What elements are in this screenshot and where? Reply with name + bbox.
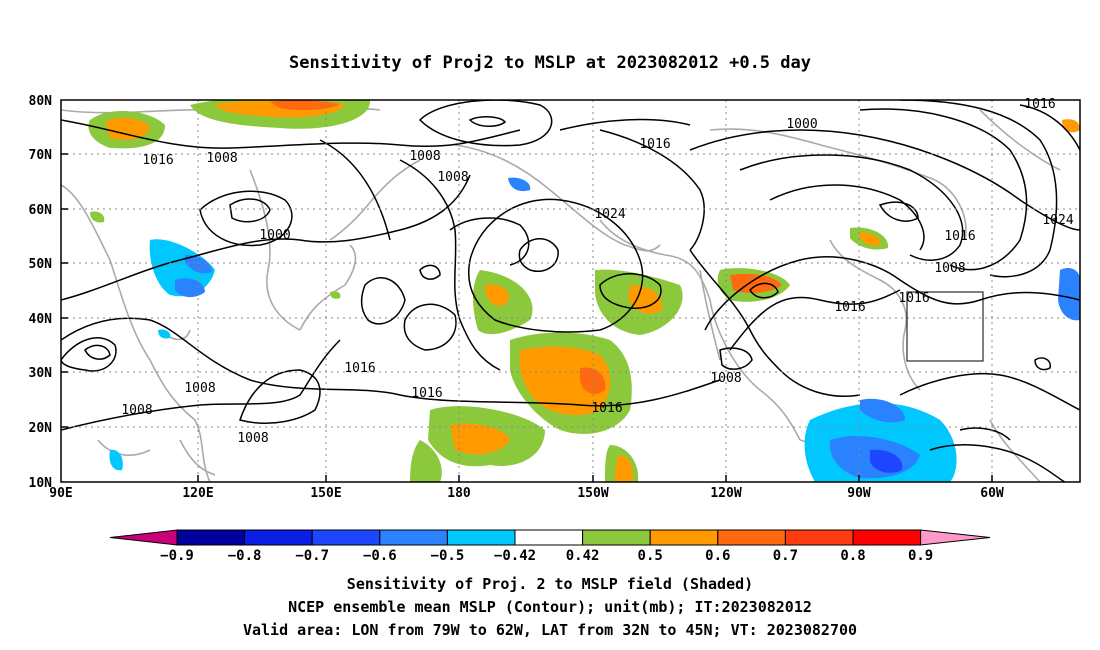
colorbar-swatch: [446, 529, 516, 546]
colorbar-label: −0.8: [228, 548, 262, 564]
colorbar-label: 0.5: [638, 548, 663, 564]
contour-label: 1000: [786, 117, 817, 132]
y-tick-80n: 80N: [29, 94, 53, 109]
colorbar-swatch: [717, 529, 786, 546]
valid-area-box: [906, 291, 984, 362]
contour-label: 1008: [437, 170, 468, 185]
colorbar-swatch: [649, 529, 719, 546]
contour-label: 1008: [206, 151, 237, 166]
gridlines: [61, 100, 1080, 482]
colorbar-label: −0.42: [494, 548, 536, 564]
colorbar-swatch: [244, 529, 313, 546]
map-title: Sensitivity of Proj2 to MSLP at 20230820…: [289, 53, 811, 73]
y-tick-30n: 30N: [29, 366, 53, 381]
contour-label: 1000: [259, 228, 290, 243]
colorbar-swatch: [514, 529, 584, 546]
colorbar-swatch: [852, 529, 922, 546]
caption-line-1: Sensitivity of Proj. 2 to MSLP field (Sh…: [347, 575, 753, 593]
y-axis-labels: 10N 20N 30N 40N 50N 60N 70N 80N: [29, 94, 53, 491]
y-tick-50n: 50N: [29, 257, 53, 272]
colorbar-swatch: [379, 529, 448, 546]
contour-label: 1008: [409, 149, 440, 164]
colorbar-arrow-high: [920, 529, 991, 546]
contour-label: 1016: [944, 229, 975, 244]
contour-label: 1008: [237, 431, 268, 446]
x-tick-90e: 90E: [49, 486, 72, 501]
contour-labels: 1016 1008 1008 1008 1016 1016 1000 1000 …: [121, 97, 1073, 446]
x-axis-labels: 90E 120E 150E 180 150W 120W 90W 60W: [49, 486, 1004, 501]
contour-label: 1024: [594, 207, 625, 222]
x-tick-120w: 120W: [710, 486, 741, 501]
map-panel: [60, 99, 1081, 483]
contour-label: 1008: [710, 371, 741, 386]
contour-label: 1016: [898, 291, 929, 306]
contour-label: 1008: [934, 261, 965, 276]
colorbar-label: 0.9: [908, 548, 933, 564]
frame-ticks: [61, 153, 993, 482]
x-tick-150w: 150W: [577, 486, 608, 501]
colorbar-label: 0.42: [566, 548, 600, 564]
y-tick-70n: 70N: [29, 148, 53, 163]
y-tick-10n: 10N: [29, 476, 53, 491]
caption-line-2: NCEP ensemble mean MSLP (Contour); unit(…: [288, 598, 812, 616]
contour-label: 1008: [121, 403, 152, 418]
x-tick-90w: 90W: [847, 486, 871, 501]
contour-label: 1016: [344, 361, 375, 376]
contour-label: 1016: [411, 386, 442, 401]
colorbar-label: −0.5: [431, 548, 465, 564]
colorbar-swatch: [311, 529, 381, 546]
colorbar-label: 0.8: [840, 548, 865, 564]
shaded-field: [88, 100, 1080, 482]
colorbar-labels: −0.9 −0.8 −0.7 −0.6 −0.5 −0.42 0.42 0.5 0.6 0.7 0.…: [160, 548, 933, 564]
contour-label: 1016: [142, 153, 173, 168]
colorbar-arrow-low: [109, 529, 178, 546]
contour-label: 1016: [639, 137, 670, 152]
contour-label: 1008: [184, 381, 215, 396]
contour-label: 1016: [591, 401, 622, 416]
colorbar-label: 0.6: [705, 548, 730, 564]
contour-label: 1016: [834, 300, 865, 315]
colorbar-boxes: [109, 529, 991, 546]
colorbar-swatch: [582, 529, 651, 546]
x-tick-120e: 120E: [182, 486, 213, 501]
colorbar-label: −0.9: [160, 548, 194, 564]
colorbar-label: −0.6: [363, 548, 397, 564]
x-tick-60w: 60W: [980, 486, 1004, 501]
caption-line-3: Valid area: LON from 79W to 62W, LAT fro…: [243, 621, 857, 639]
colorbar-swatch: [176, 529, 246, 546]
y-tick-40n: 40N: [29, 312, 53, 327]
x-tick-180: 180: [447, 486, 471, 501]
colorbar-swatch: [784, 529, 854, 546]
mslp-contours: [61, 100, 1080, 482]
colorbar-label: 0.7: [773, 548, 798, 564]
y-tick-20n: 20N: [29, 421, 53, 436]
x-tick-150e: 150E: [310, 486, 341, 501]
map-frame: [60, 99, 1081, 483]
colorbar-label: −0.7: [295, 548, 329, 564]
contour-label: 1024: [1042, 213, 1073, 228]
contour-label: 1016: [1024, 97, 1055, 112]
y-tick-60n: 60N: [29, 203, 53, 218]
